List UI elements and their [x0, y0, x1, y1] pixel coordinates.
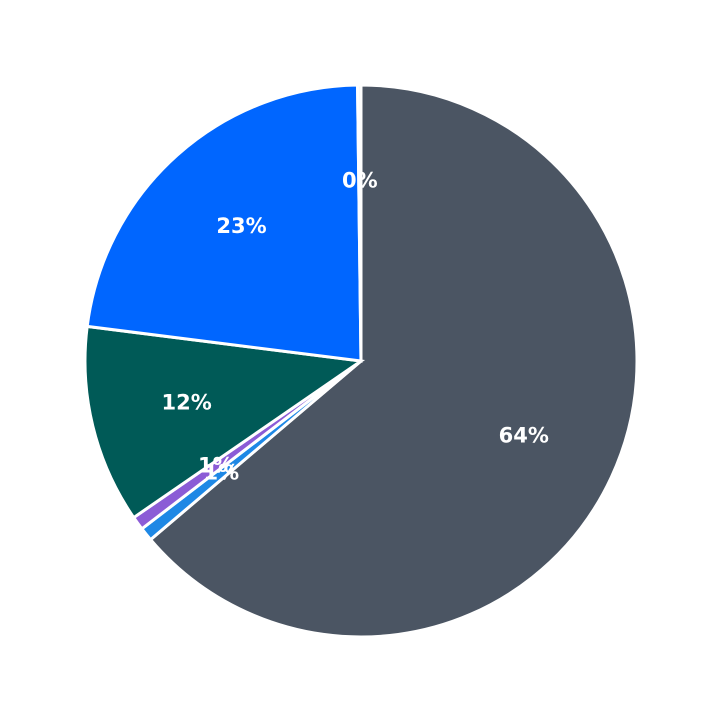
pie-slice — [356, 83, 363, 362]
slice-label: 1% — [198, 453, 234, 477]
slice-label: 1% — [204, 461, 240, 485]
slice-label: 12% — [162, 390, 212, 414]
pie-slice — [83, 324, 366, 520]
pie-slice — [148, 83, 639, 639]
slice-label: 0% — [342, 169, 378, 193]
slice-label: 23% — [216, 214, 266, 238]
slice-label: 64% — [499, 423, 549, 447]
pie-slice — [85, 83, 363, 363]
